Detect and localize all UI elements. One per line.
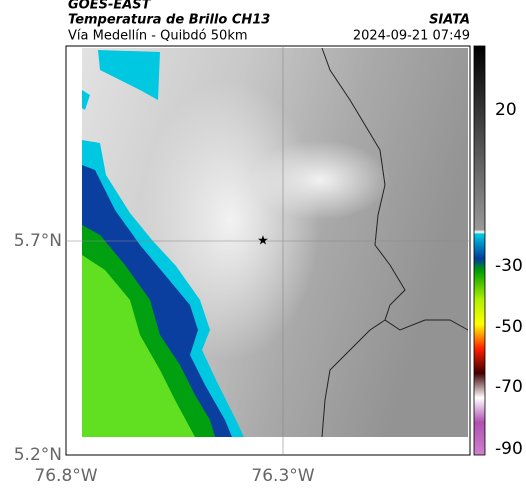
org-label: SIATA xyxy=(429,13,470,28)
colorbar xyxy=(473,45,486,456)
lat-label: 5.2°N xyxy=(14,445,62,465)
datetime: 2024-09-21 07:49 xyxy=(353,29,470,44)
colorbar-label: -90 xyxy=(495,439,523,459)
lat-label: 5.7°N xyxy=(14,231,62,251)
location-star: ★ xyxy=(257,234,269,249)
colorbar-label: -50 xyxy=(495,317,523,337)
colorbar-label: -70 xyxy=(495,377,523,397)
source-label: GOES-EAST xyxy=(68,0,152,13)
colorbar-label: 20 xyxy=(495,100,517,120)
subtitle: Vía Medellín - Quibdó 50km xyxy=(68,29,248,44)
cold-cloud-lightgreen xyxy=(82,255,195,437)
border-line xyxy=(321,319,386,438)
title: Temperatura de Brillo CH13 xyxy=(68,13,270,28)
border-line xyxy=(321,47,469,331)
bright-cloud xyxy=(250,140,390,220)
lon-label: 76.8°W xyxy=(34,466,97,486)
cold-cloud-cyan xyxy=(98,50,160,100)
cold-cloud-cyan xyxy=(82,90,90,110)
lon-label: 76.3°W xyxy=(251,466,314,486)
colorbar-label: -30 xyxy=(495,256,523,276)
